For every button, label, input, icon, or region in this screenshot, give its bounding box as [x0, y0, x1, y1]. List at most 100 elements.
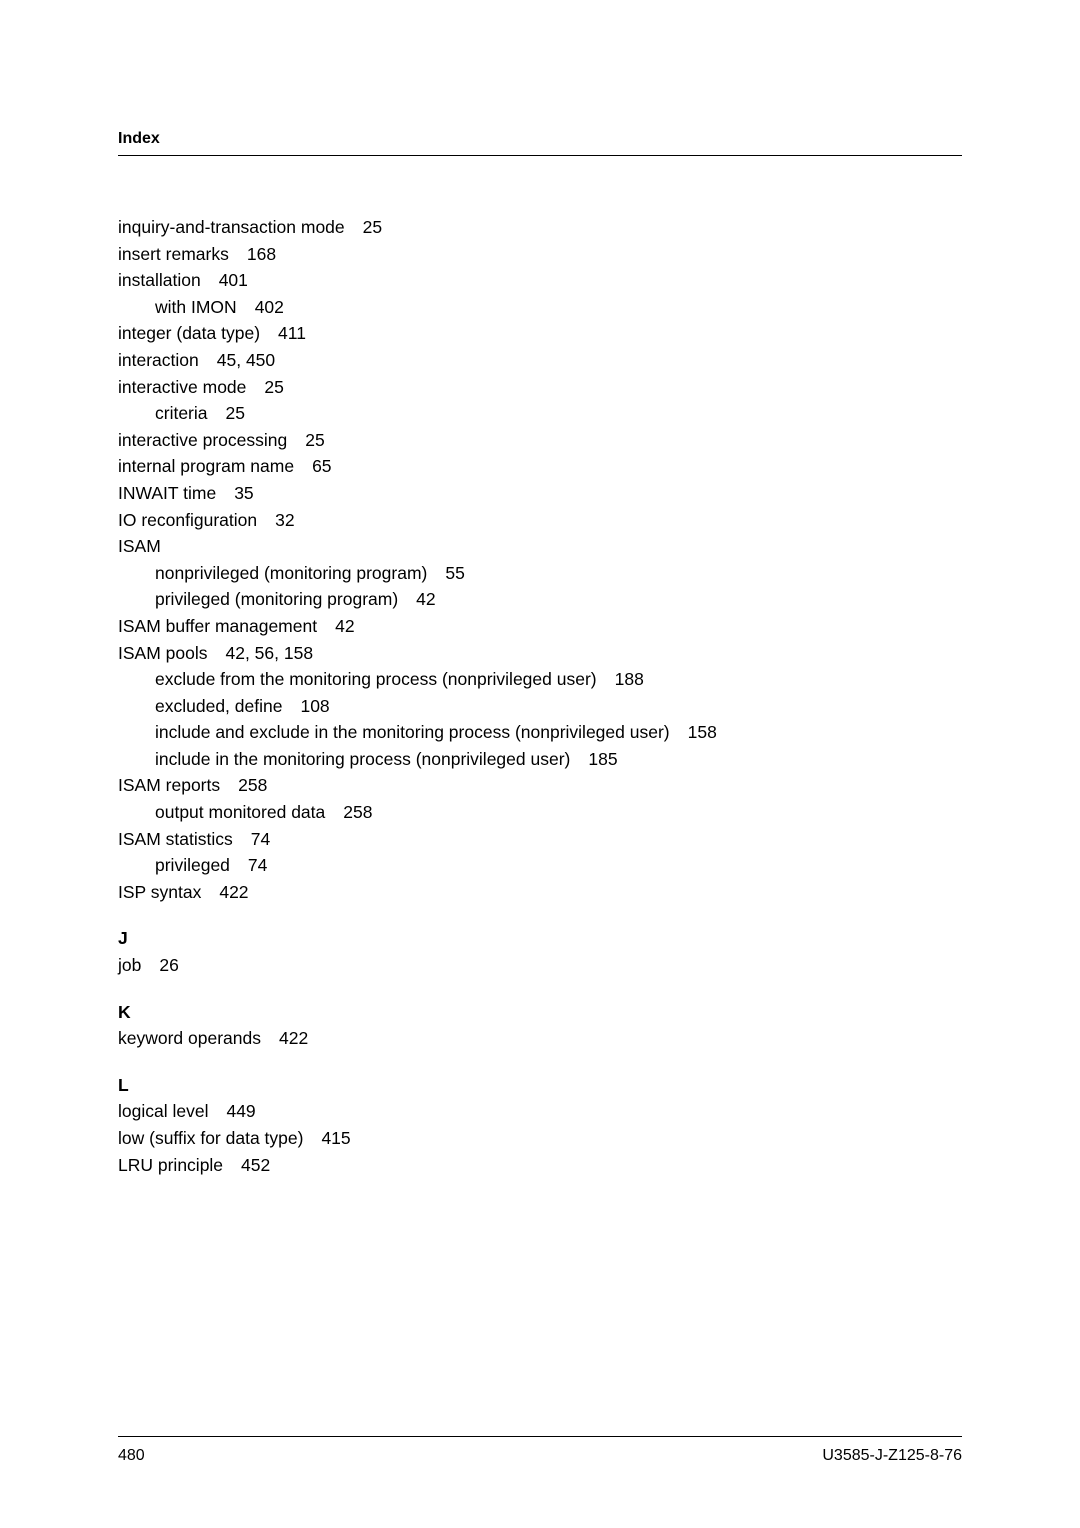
entry-pages: 158	[670, 722, 717, 742]
entry-pages: 168	[229, 244, 276, 264]
entry-text: ISAM pools	[118, 643, 207, 663]
entry-pages: 415	[303, 1128, 350, 1148]
index-entry: output monitored data258	[118, 799, 962, 826]
index-entry: privileged (monitoring program)42	[118, 586, 962, 613]
entry-text: low (suffix for data type)	[118, 1128, 303, 1148]
entries-block: inquiry-and-transaction mode25insert rem…	[118, 214, 962, 905]
entry-text: include and exclude in the monitoring pr…	[155, 722, 670, 742]
index-entry: low (suffix for data type)415	[118, 1125, 962, 1152]
entry-pages: 452	[223, 1155, 270, 1175]
index-entry: include in the monitoring process (nonpr…	[118, 746, 962, 773]
page-header: Index	[118, 130, 962, 156]
entry-text: ISAM statistics	[118, 829, 233, 849]
entry-text: installation	[118, 270, 201, 290]
index-entry: logical level449	[118, 1098, 962, 1125]
entry-text: IO reconfiguration	[118, 510, 257, 530]
entry-pages: 25	[287, 430, 324, 450]
index-entry: ISAM buffer management42	[118, 613, 962, 640]
index-entry: job26	[118, 952, 962, 979]
index-entry: excluded, define108	[118, 693, 962, 720]
entry-text: LRU principle	[118, 1155, 223, 1175]
entry-pages: 25	[246, 377, 283, 397]
entry-pages: 258	[220, 775, 267, 795]
entry-pages: 258	[325, 802, 372, 822]
entry-text: interactive processing	[118, 430, 287, 450]
index-entry: interactive mode25	[118, 374, 962, 401]
entry-text: with IMON	[155, 297, 237, 317]
entry-pages: 25	[345, 217, 382, 237]
index-entry: interactive processing25	[118, 427, 962, 454]
entry-pages: 74	[233, 829, 270, 849]
entry-pages: 74	[230, 855, 267, 875]
entry-text: ISAM	[118, 536, 161, 556]
entry-text: privileged	[155, 855, 230, 875]
section-letter-l: L	[118, 1072, 962, 1099]
index-entry: include and exclude in the monitoring pr…	[118, 719, 962, 746]
index-entry: IO reconfiguration32	[118, 507, 962, 534]
entry-text: output monitored data	[155, 802, 325, 822]
entry-text: integer (data type)	[118, 323, 260, 343]
entry-text: job	[118, 955, 141, 975]
entry-pages: 422	[261, 1028, 308, 1048]
index-entry: installation401	[118, 267, 962, 294]
index-entry: exclude from the monitoring process (non…	[118, 666, 962, 693]
index-entry: criteria25	[118, 400, 962, 427]
entry-pages: 55	[427, 563, 464, 583]
document-id: U3585-J-Z125-8-76	[822, 1447, 962, 1465]
entry-pages: 42, 56, 158	[207, 643, 313, 663]
index-entry: ISAM	[118, 533, 962, 560]
index-entry: insert remarks168	[118, 241, 962, 268]
entry-text: privileged (monitoring program)	[155, 589, 398, 609]
section-j-entries: job26	[118, 952, 962, 979]
entry-pages: 188	[597, 669, 644, 689]
page-footer: 480 U3585-J-Z125-8-76	[118, 1436, 962, 1465]
entry-text: ISP syntax	[118, 882, 201, 902]
entry-text: excluded, define	[155, 696, 282, 716]
index-entry: nonprivileged (monitoring program)55	[118, 560, 962, 587]
page-number: 480	[118, 1447, 145, 1465]
entry-text: interactive mode	[118, 377, 246, 397]
entry-pages: 402	[237, 297, 284, 317]
section-letter-j: J	[118, 925, 962, 952]
entry-pages: 25	[208, 403, 245, 423]
entry-pages: 108	[282, 696, 329, 716]
entry-text: criteria	[155, 403, 208, 423]
index-content: inquiry-and-transaction mode25insert rem…	[118, 214, 962, 1178]
index-entry: ISP syntax422	[118, 879, 962, 906]
section-letter-k: K	[118, 999, 962, 1026]
entry-pages: 422	[201, 882, 248, 902]
entry-text: include in the monitoring process (nonpr…	[155, 749, 570, 769]
entry-text: logical level	[118, 1101, 208, 1121]
entry-text: inquiry-and-transaction mode	[118, 217, 345, 237]
entry-pages: 65	[294, 456, 331, 476]
entry-pages: 26	[141, 955, 178, 975]
index-entry: LRU principle452	[118, 1152, 962, 1179]
index-entry: with IMON402	[118, 294, 962, 321]
entry-pages: 401	[201, 270, 248, 290]
entry-text: ISAM buffer management	[118, 616, 317, 636]
entry-pages: 45, 450	[199, 350, 275, 370]
entry-text: ISAM reports	[118, 775, 220, 795]
index-entry: internal program name65	[118, 453, 962, 480]
index-entry: ISAM reports258	[118, 772, 962, 799]
entry-pages: 411	[260, 323, 306, 343]
entry-text: nonprivileged (monitoring program)	[155, 563, 427, 583]
entry-pages: 449	[208, 1101, 255, 1121]
index-entry: INWAIT time35	[118, 480, 962, 507]
entry-pages: 185	[570, 749, 617, 769]
entry-text: internal program name	[118, 456, 294, 476]
index-entry: inquiry-and-transaction mode25	[118, 214, 962, 241]
index-entry: ISAM statistics74	[118, 826, 962, 853]
entry-text: interaction	[118, 350, 199, 370]
index-entry: privileged74	[118, 852, 962, 879]
index-entry: keyword operands422	[118, 1025, 962, 1052]
index-entry: integer (data type)411	[118, 320, 962, 347]
index-entry: interaction45, 450	[118, 347, 962, 374]
section-k-entries: keyword operands422	[118, 1025, 962, 1052]
index-entry: ISAM pools42, 56, 158	[118, 640, 962, 667]
section-l-entries: logical level449low (suffix for data typ…	[118, 1098, 962, 1178]
entry-text: keyword operands	[118, 1028, 261, 1048]
entry-pages: 42	[398, 589, 435, 609]
entry-text: exclude from the monitoring process (non…	[155, 669, 597, 689]
entry-pages: 32	[257, 510, 294, 530]
